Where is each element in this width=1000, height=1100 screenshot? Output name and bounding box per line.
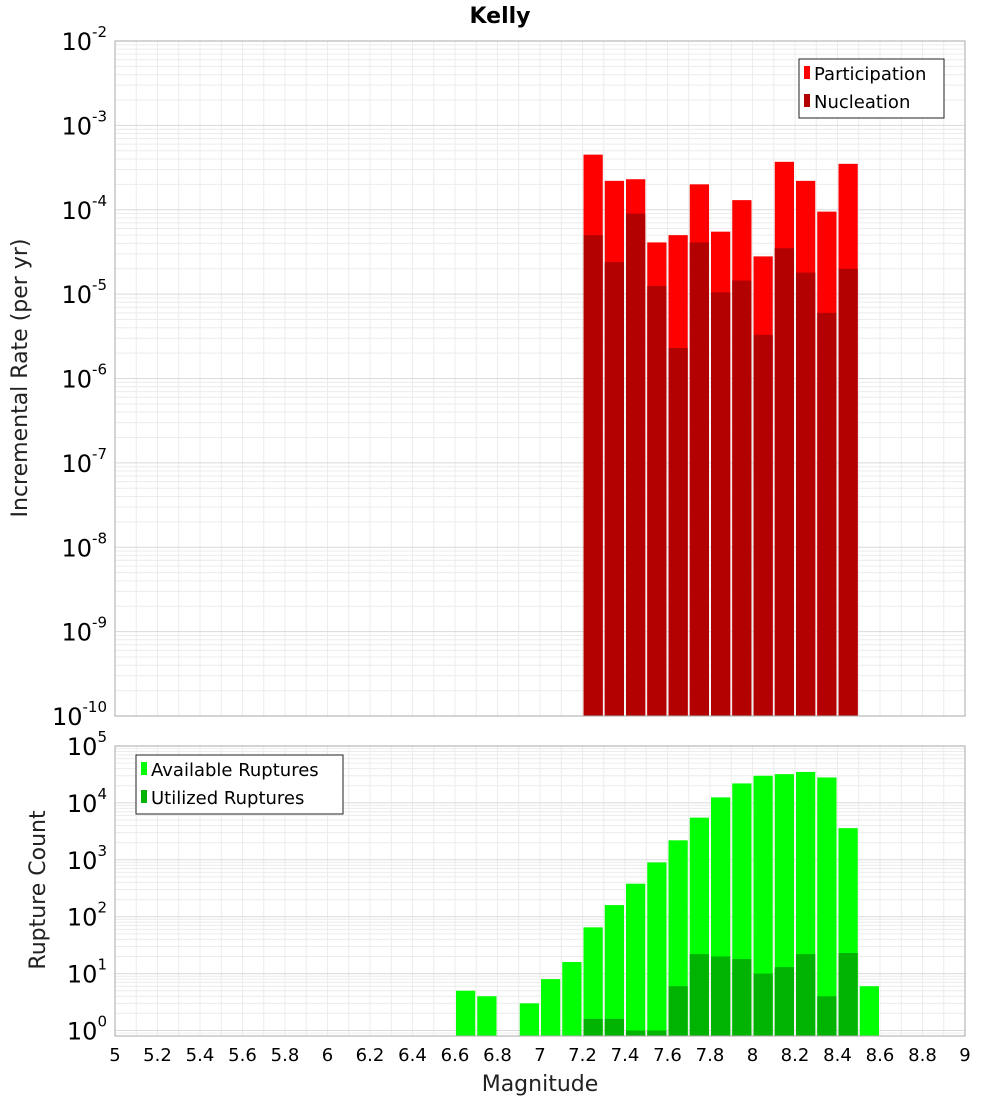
y-tick-label: 10-7 [61,445,107,478]
bar [689,954,709,1036]
legend-swatch [141,762,147,775]
x-tick-label: 5.6 [228,1045,257,1066]
bar [519,1003,539,1036]
bottom-y-axis-label: Rupture Count [26,810,51,970]
bar [732,280,752,716]
bar [817,777,837,1036]
x-tick-label: 7.6 [653,1045,682,1066]
bar [711,956,731,1036]
legend-swatch [804,66,810,79]
x-tick-label: 8.4 [823,1045,852,1066]
bar [774,248,794,717]
x-tick-label: 5.4 [186,1045,215,1066]
legend-box [798,58,945,119]
bar [753,775,773,1036]
x-tick-label: 6.2 [356,1045,385,1066]
gridlines [114,40,966,717]
legend-entry: Available Ruptures [151,760,319,781]
legend-entry: Participation [814,64,926,85]
x-tick-label: 5.8 [271,1045,300,1066]
bar [477,996,497,1036]
legend-entry: Utilized Ruptures [151,788,304,809]
x-tick-label: 6 [322,1045,333,1066]
legend: Participation Nucleation [798,58,945,119]
bar [456,990,476,1036]
top-panel: 10-10 10-9 10-8 10-7 10-6 10-5 10-4 10-3 10-2 Par… [52,23,966,731]
x-tick-label: 5 [109,1045,120,1066]
x-tick-label: 6.8 [483,1045,512,1066]
legend-swatch [141,790,147,803]
x-tick-label: 8.8 [908,1045,937,1066]
x-tick-label: 7 [534,1045,545,1066]
y-tick-label: 10-5 [61,276,107,309]
bottom-panel: 100 101 102 103 104 105 5 5.2 5.4 5.6 5.8 6 6.2 6.4 6.… [67,728,971,1066]
y-tick-label: 105 [67,728,107,761]
x-tick-label: 8.6 [866,1045,895,1066]
bar [647,862,667,1036]
y-tick-label: 10-6 [61,361,107,394]
bar [817,312,837,716]
bar [753,973,773,1036]
x-tick-label: 5.2 [143,1045,172,1066]
bar [583,927,603,1036]
x-tick-label: 7.2 [568,1045,597,1066]
bar [583,1018,603,1036]
y-tick-label: 10-8 [61,529,107,562]
x-tick-label: 6.4 [398,1045,427,1066]
legend-entry: Nucleation [814,92,910,113]
y-tick-label: 104 [67,785,107,818]
bar [604,1018,624,1036]
y-tick-label: 10-2 [61,23,107,56]
bar [541,979,561,1036]
x-tick-label: 6.6 [441,1045,470,1066]
bar [668,986,688,1036]
bar [689,242,709,716]
y-tick-label: 10-3 [61,107,107,140]
bar [604,262,624,716]
series-1 [583,953,858,1036]
x-tick-label: 7.8 [696,1045,725,1066]
x-tick-label: 9 [959,1045,970,1066]
bar [817,996,837,1036]
bar [753,334,773,716]
bar [562,961,582,1036]
legend-swatch [804,94,810,107]
bar [859,986,879,1036]
bar [774,967,794,1036]
bar [796,272,816,716]
plot-frame [114,745,966,1037]
legend: Available Ruptures Utilized Ruptures [135,754,344,815]
y-tick-label: 100 [67,1012,107,1045]
y-tick-label: 102 [67,899,107,932]
chart-title: Kelly [469,4,530,29]
bar [626,213,646,717]
y-tick-label: 103 [67,842,107,875]
bar [647,1030,667,1036]
y-tick-label: 10-4 [61,192,107,225]
x-axis-label: Magnitude [482,1072,599,1097]
y-tick-label: 10-9 [61,614,107,647]
bar [626,1030,646,1036]
bar [583,235,603,716]
x-tick-label: 8.2 [781,1045,810,1066]
series-1 [583,213,858,717]
bar [838,953,858,1036]
bar [668,347,688,716]
bar [732,959,752,1036]
bar [838,268,858,716]
bar [796,954,816,1036]
bar [604,905,624,1036]
x-tick-label: 7.4 [611,1045,640,1066]
x-tick-label: 8 [747,1045,758,1066]
plot-frame [114,40,966,717]
y-tick-label: 10-10 [52,698,107,731]
top-y-axis-label: Incremental Rate (per yr) [8,239,33,518]
bar [626,883,646,1036]
bar [711,292,731,716]
bar [647,285,667,716]
legend-box [135,754,344,815]
y-tick-label: 101 [67,956,107,989]
